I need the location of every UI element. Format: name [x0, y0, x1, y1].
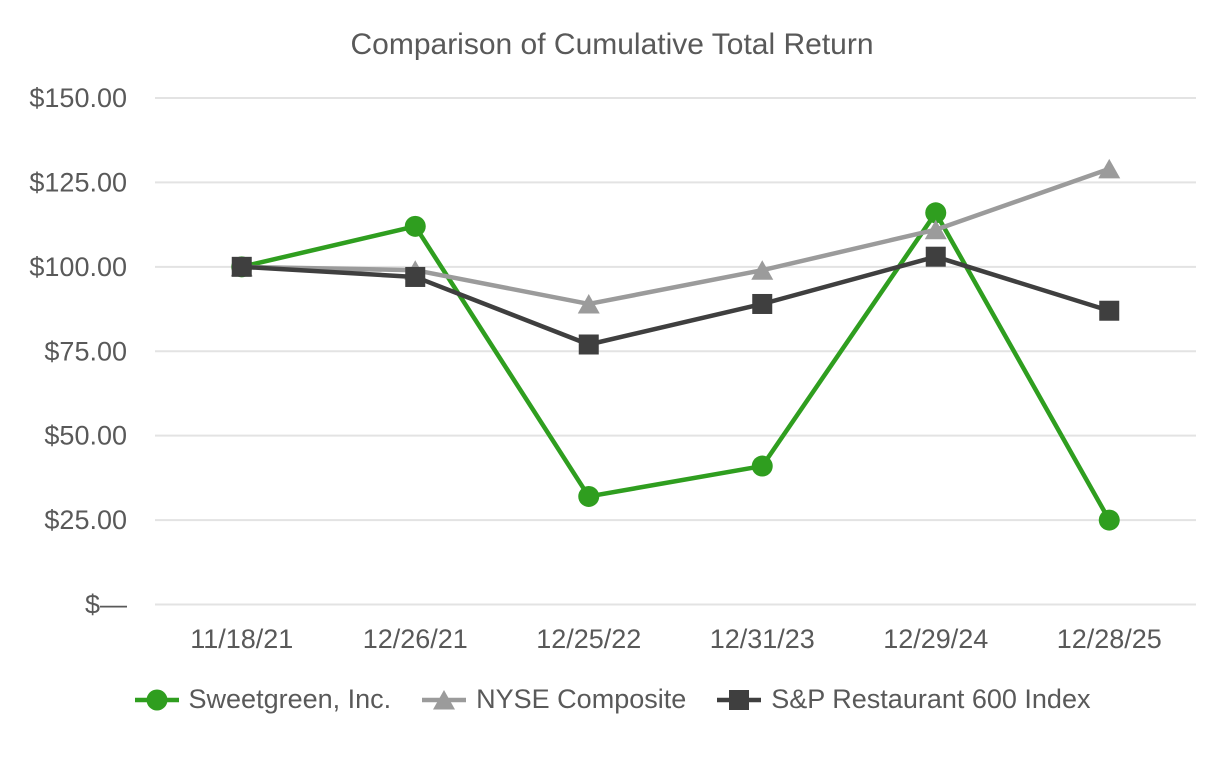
x-axis-tick-label: 12/26/21 — [363, 624, 468, 654]
y-axis-tick-label: $125.00 — [29, 167, 127, 197]
series-line — [239, 210, 1112, 523]
legend-label: NYSE Composite — [476, 684, 687, 714]
line-chart-plot-area: $— $25.00 $50.00 $75.00 $100.00 $125.00 $150.0… — [29, 83, 1196, 654]
chart-title: Comparison of Cumulative Total Return — [350, 28, 874, 61]
data-point-marker — [752, 293, 773, 314]
legend-label: Sweetgreen, Inc. — [188, 684, 392, 714]
data-point-marker — [925, 246, 946, 267]
data-point-marker — [751, 455, 773, 477]
legend-circle-marker-icon — [134, 689, 179, 710]
legend-square-marker-icon — [717, 689, 762, 710]
x-axis-tick-label: 12/29/24 — [883, 624, 988, 654]
data-point-marker — [1098, 509, 1120, 531]
data-point-marker — [578, 334, 599, 355]
data-point-marker — [405, 266, 426, 287]
series-line — [239, 166, 1112, 307]
legend-triangle-marker-icon — [422, 689, 467, 709]
data-point-marker — [1098, 158, 1121, 179]
y-axis-tick-label: $75.00 — [44, 336, 127, 366]
y-axis-tick-label: $150.00 — [29, 83, 127, 113]
y-axis-tick-label: $— — [85, 590, 127, 620]
chart-legend: Sweetgreen, Inc. NYSE Composite S&P Restau… — [0, 684, 1224, 715]
legend-item: NYSE Composite — [421, 684, 686, 715]
y-axis-tick-label: $50.00 — [44, 421, 127, 451]
legend-square-marker-icon — [729, 689, 750, 710]
data-point-marker — [578, 485, 600, 507]
y-axis-tick-label: $100.00 — [29, 252, 127, 282]
legend-label: S&P Restaurant 600 Index — [771, 684, 1091, 714]
legend-item: Sweetgreen, Inc. — [134, 684, 392, 715]
x-axis-tick-label: 11/18/21 — [190, 624, 293, 654]
x-axis-tick-label: 12/28/25 — [1057, 624, 1162, 654]
data-point-marker — [751, 260, 774, 280]
data-point-marker — [231, 256, 252, 277]
legend-triangle-marker-icon — [433, 689, 456, 709]
x-axis-tick-label: 12/25/22 — [536, 624, 641, 654]
legend-item: S&P Restaurant 600 Index — [716, 684, 1090, 715]
series-line — [239, 254, 1112, 347]
legend-circle-marker-icon — [146, 689, 168, 710]
x-axis-tick-label: 12/31/23 — [710, 624, 815, 654]
y-axis-tick-label: $25.00 — [44, 505, 127, 535]
data-point-marker — [577, 293, 600, 314]
data-point-marker — [404, 215, 426, 237]
data-point-marker — [924, 219, 947, 240]
data-point-marker — [1099, 300, 1120, 321]
data-point-marker — [925, 202, 947, 224]
